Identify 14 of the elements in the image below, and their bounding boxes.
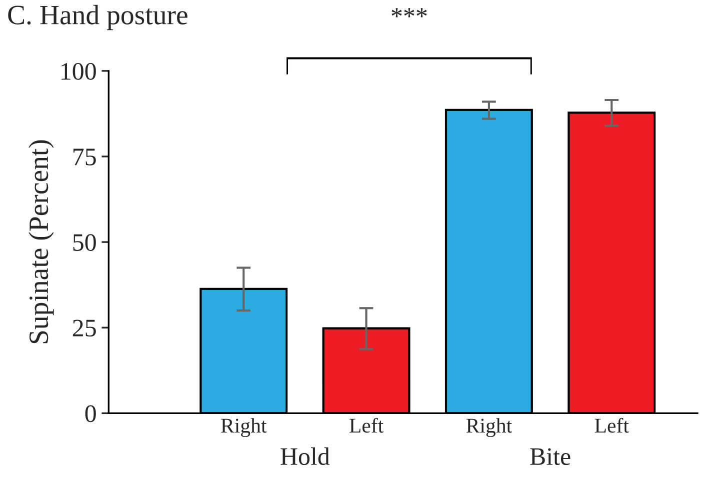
y-tick-label: 50 [73,234,96,251]
x-tick-label: Right [221,418,267,438]
y-tick-label: 25 [72,320,96,337]
y-tick-label: 0 [85,405,96,422]
text: Hold [280,447,330,466]
chart-title: C. Hand posture [8,4,188,30]
x-tick-label: Left [350,418,384,433]
x-tick-label: Right [466,418,512,438]
y-tick-label: 100 [62,62,96,80]
y-axis-title: Supinate (Percent) [28,140,54,344]
text: *** [392,8,427,18]
x-tick-label: Left [594,418,629,433]
text: Bite [530,448,570,466]
y-tick-label: 75 [74,148,96,166]
